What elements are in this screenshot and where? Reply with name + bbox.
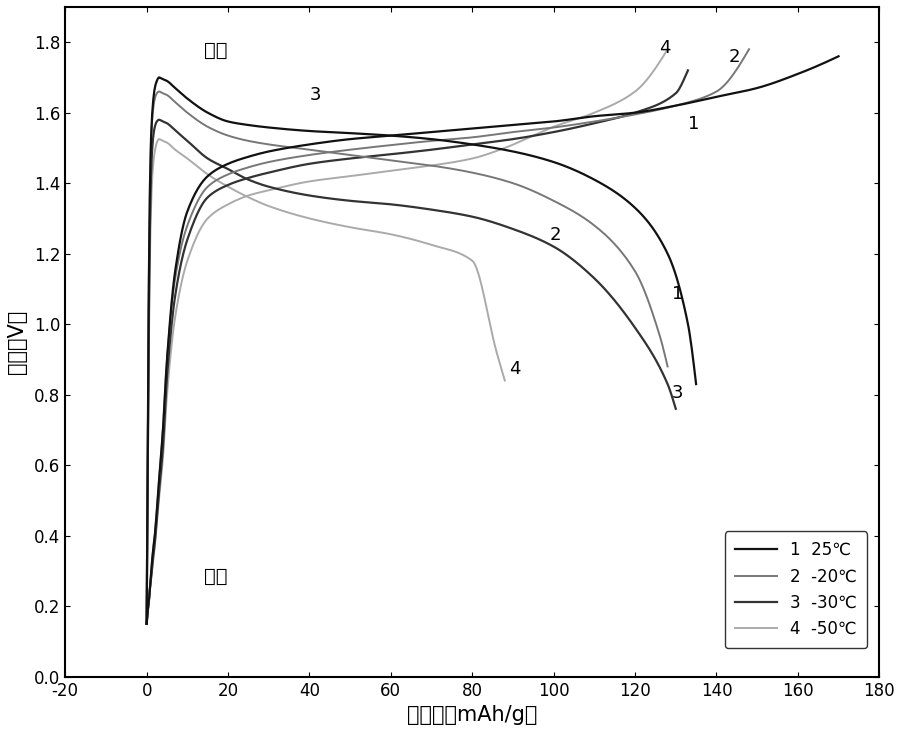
Text: 1: 1 [672,285,683,304]
Text: 2: 2 [549,225,561,244]
Y-axis label: 电压（V）: 电压（V） [7,310,27,374]
Text: 放电: 放电 [204,41,227,60]
Text: 1: 1 [688,114,699,132]
Text: 2: 2 [729,48,741,66]
Text: 充电: 充电 [204,567,227,586]
Legend: 1  25℃, 2  -20℃, 3  -30℃, 4  -50℃: 1 25℃, 2 -20℃, 3 -30℃, 4 -50℃ [725,531,867,649]
Text: 3: 3 [672,384,683,402]
Text: 4: 4 [509,359,520,378]
Text: 3: 3 [309,86,321,105]
X-axis label: 比容量（mAh/g）: 比容量（mAh/g） [407,705,538,725]
Text: 4: 4 [659,39,671,57]
